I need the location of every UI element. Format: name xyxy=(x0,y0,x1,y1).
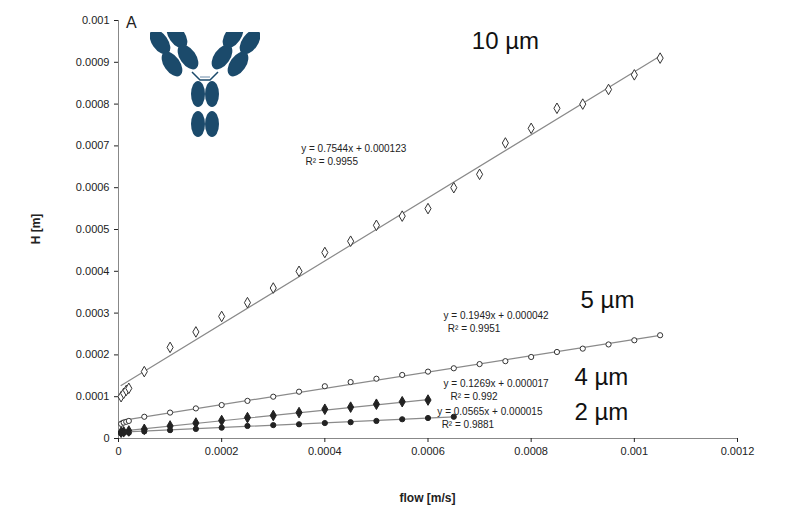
svg-text:0.001: 0.001 xyxy=(82,14,110,26)
svg-text:2 µm: 2 µm xyxy=(574,398,628,425)
svg-text:R² = 0.9955: R² = 0.9955 xyxy=(305,156,358,167)
svg-text:flow [m/s]: flow [m/s] xyxy=(400,491,456,505)
svg-text:0.0012: 0.0012 xyxy=(721,445,755,457)
svg-text:5 µm: 5 µm xyxy=(581,286,635,313)
svg-text:0.0003: 0.0003 xyxy=(76,307,110,319)
svg-text:0.0009: 0.0009 xyxy=(76,56,110,68)
svg-text:R² = 0.992: R² = 0.992 xyxy=(451,391,498,402)
svg-text:y = 0.7544x + 0.000123: y = 0.7544x + 0.000123 xyxy=(301,143,407,154)
svg-text:0: 0 xyxy=(103,432,109,444)
svg-text:0.0004: 0.0004 xyxy=(308,445,342,457)
svg-text:0.001: 0.001 xyxy=(621,445,649,457)
svg-text:0.0001: 0.0001 xyxy=(76,390,110,402)
svg-text:10 µm: 10 µm xyxy=(472,27,539,54)
svg-text:H [m]: H [m] xyxy=(29,214,43,245)
svg-text:0.0005: 0.0005 xyxy=(76,223,110,235)
svg-text:4 µm: 4 µm xyxy=(574,363,628,390)
svg-text:R² = 0.9881: R² = 0.9881 xyxy=(442,419,495,430)
svg-text:0.0002: 0.0002 xyxy=(205,445,239,457)
svg-text:y = 0.0565x + 0.000015: y = 0.0565x + 0.000015 xyxy=(437,406,543,417)
svg-text:0: 0 xyxy=(115,445,121,457)
svg-text:R² = 0.9951: R² = 0.9951 xyxy=(448,323,501,334)
svg-text:0.0008: 0.0008 xyxy=(76,98,110,110)
svg-text:y = 0.1269x + 0.000017: y = 0.1269x + 0.000017 xyxy=(444,378,550,389)
svg-text:0.0008: 0.0008 xyxy=(514,445,548,457)
svg-text:0.0002: 0.0002 xyxy=(76,348,110,360)
html-text:A: A xyxy=(126,14,137,31)
svg-text:0.0007: 0.0007 xyxy=(76,139,110,151)
svg-text:0.0006: 0.0006 xyxy=(411,445,445,457)
svg-text:0.0006: 0.0006 xyxy=(76,181,110,193)
svg-text:y = 0.1949x + 0.000042: y = 0.1949x + 0.000042 xyxy=(444,310,550,321)
svg-text:0.0004: 0.0004 xyxy=(76,265,110,277)
